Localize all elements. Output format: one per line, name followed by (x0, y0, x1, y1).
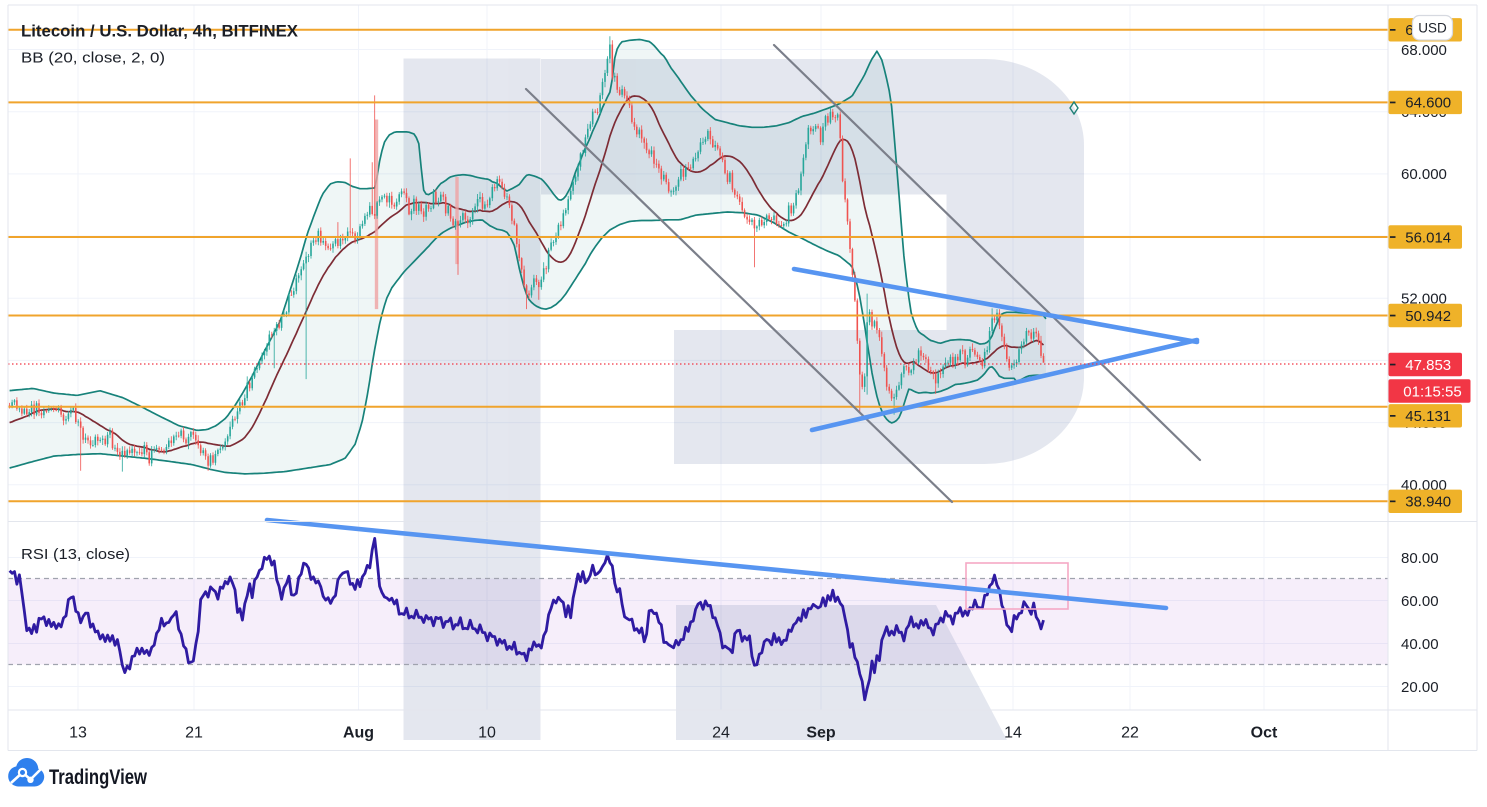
svg-text:50.942: 50.942 (1405, 308, 1451, 325)
svg-text:64.600: 64.600 (1405, 95, 1451, 112)
svg-text:01:15:55: 01:15:55 (1403, 383, 1461, 400)
svg-text:56.014: 56.014 (1405, 229, 1451, 246)
svg-text:68.000: 68.000 (1401, 42, 1447, 59)
svg-text:Sep: Sep (806, 725, 836, 742)
svg-text:13: 13 (69, 725, 87, 742)
svg-text:20.00: 20.00 (1401, 679, 1439, 696)
svg-text:RSI (13, close): RSI (13, close) (21, 546, 130, 563)
svg-text:38.940: 38.940 (1405, 494, 1451, 511)
svg-text:TradingView: TradingView (49, 766, 148, 789)
svg-text:47.853: 47.853 (1405, 357, 1451, 374)
svg-text:Oct: Oct (1251, 725, 1278, 742)
svg-text:60.000: 60.000 (1401, 166, 1447, 183)
svg-text:80.00: 80.00 (1401, 550, 1439, 567)
svg-text:45.131: 45.131 (1405, 408, 1451, 425)
svg-text:22: 22 (1121, 725, 1139, 742)
svg-text:52.000: 52.000 (1401, 291, 1447, 308)
svg-text:14: 14 (1004, 725, 1022, 742)
svg-text:Aug: Aug (343, 725, 374, 742)
svg-text:40.00: 40.00 (1401, 636, 1439, 653)
svg-text:Litecoin / U.S. Dollar, 4h, BI: Litecoin / U.S. Dollar, 4h, BITFINEX (21, 22, 299, 41)
svg-text:BB (20, close, 2, 0): BB (20, close, 2, 0) (21, 50, 165, 67)
svg-text:10: 10 (478, 725, 496, 742)
svg-text:24: 24 (712, 725, 730, 742)
svg-text:USD: USD (1418, 21, 1447, 36)
svg-text:21: 21 (185, 725, 203, 742)
svg-text:60.00: 60.00 (1401, 593, 1439, 610)
